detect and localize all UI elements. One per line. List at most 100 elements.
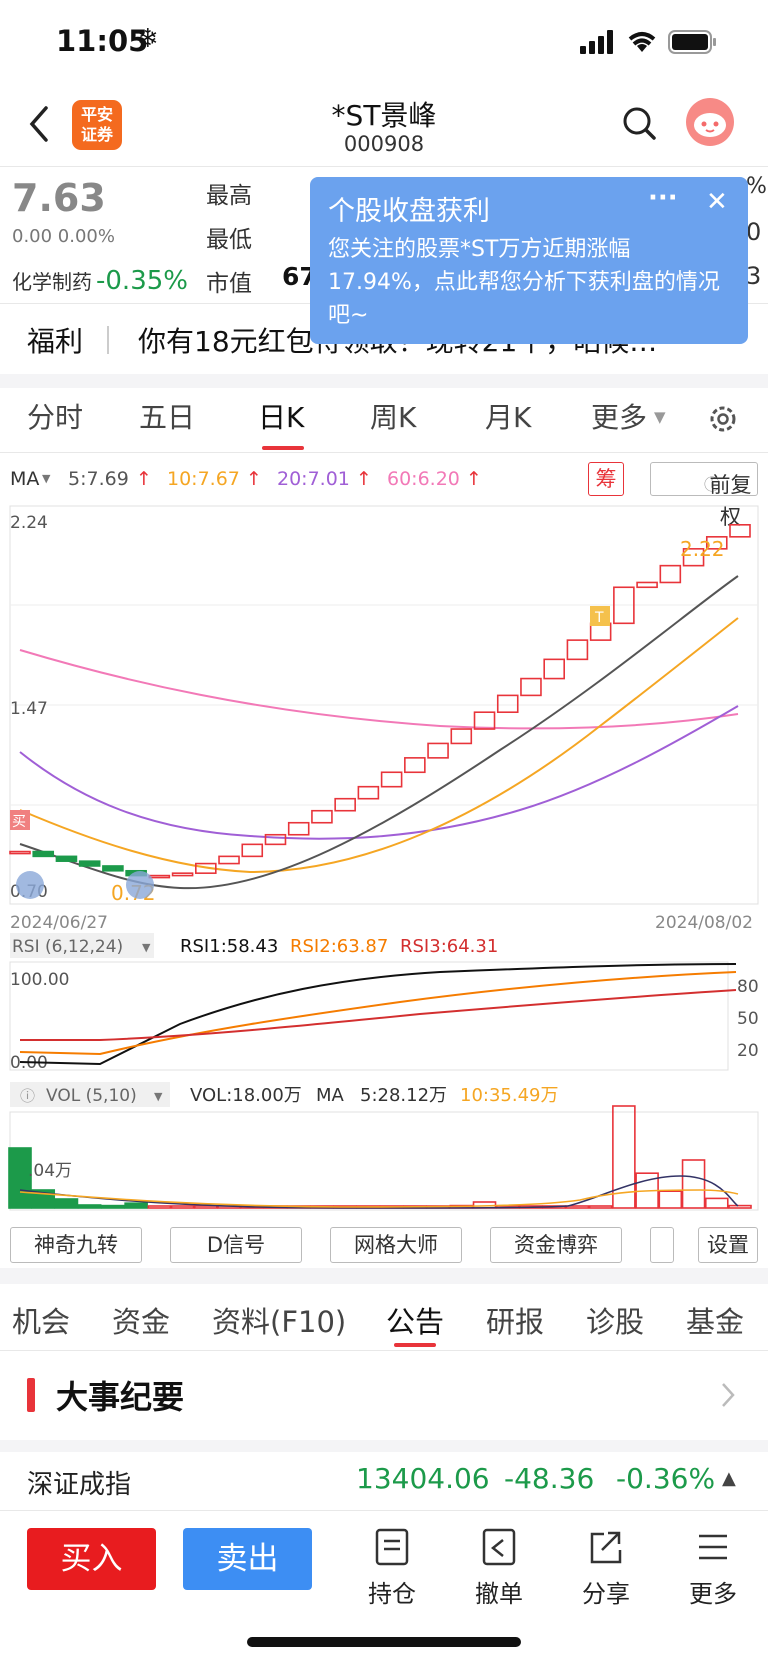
section-gap-2: [0, 1268, 768, 1284]
adjust-button[interactable]: ⓘ 前复权: [650, 462, 758, 529]
gear-icon[interactable]: [706, 402, 740, 436]
indicator-nine-turn[interactable]: 神奇九转: [10, 1227, 142, 1263]
tab-opportunity[interactable]: 机会: [12, 1305, 71, 1339]
date-end: 2024/08/02: [655, 913, 753, 933]
rsi-frame: [9, 961, 729, 1071]
candle: [357, 785, 380, 800]
popup-more-button[interactable]: ···: [648, 183, 678, 213]
undo-icon: [482, 1528, 516, 1566]
tab-more[interactable]: 更多: [591, 401, 648, 434]
share-label: 分享: [582, 1580, 630, 1608]
volume-bar: [101, 1204, 125, 1209]
index-pct: -0.36%: [616, 1462, 716, 1495]
menu-icon: [699, 1534, 727, 1560]
industry-change[interactable]: 化学制药 -0.35%: [12, 266, 188, 296]
candle: [520, 677, 542, 697]
expand-up-icon[interactable]: ▲: [722, 1468, 736, 1489]
tab-five-day[interactable]: 五日: [139, 401, 196, 434]
popup-body: 您关注的股票*ST万方近期涨幅17.94%，点此帮您分析下获利盘的情况吧~: [328, 237, 720, 328]
ma-caret-icon[interactable]: ▼: [42, 472, 51, 485]
rsi-label-bg[interactable]: [10, 933, 154, 958]
info-icon: ⓘ: [704, 475, 721, 494]
indicator-fund-game[interactable]: 资金博弈: [490, 1227, 622, 1263]
indicator-row: 神奇九转 D信号 网格大师 资金博弈 设置: [0, 1227, 768, 1267]
action-bar: 买入 卖出 持仓 撤单 分享 更多: [0, 1510, 768, 1662]
tab-intraday[interactable]: 分时: [27, 401, 84, 434]
tab-weekly-k[interactable]: 周K: [370, 401, 417, 434]
info-tabs-divider: [0, 1350, 768, 1351]
buy-button[interactable]: 买入: [27, 1528, 156, 1590]
candle: [148, 874, 171, 879]
more-button[interactable]: 更多: [673, 1528, 753, 1609]
vol-ma10-line: [19, 1189, 739, 1208]
status-bar: 11:05 ❄: [0, 0, 768, 88]
vol-caret-icon: ▼: [154, 1090, 163, 1103]
industry-label: 化学制药: [12, 270, 92, 294]
vol-label-bg[interactable]: [10, 1082, 170, 1107]
high-annotation: 2.22: [680, 537, 725, 561]
volume-bar: [124, 1202, 148, 1209]
chip-button[interactable]: 筹: [588, 462, 624, 496]
vol-frame: [9, 1111, 759, 1211]
rsi1-line: [19, 963, 737, 1066]
candle: [729, 524, 751, 538]
candle: [55, 855, 78, 862]
candle: [613, 586, 635, 625]
profit-popup[interactable]: 个股收盘获利 ··· ✕ 您关注的股票*ST万方近期涨幅17.94%，点此帮您分…: [310, 177, 748, 344]
rsi3-value: RSI3:64.31: [400, 936, 498, 957]
tab-diagnosis[interactable]: 诊股: [586, 1305, 645, 1339]
ma-label: MA: [10, 468, 40, 490]
rsi-level-50: 50: [737, 1009, 759, 1029]
search-icon[interactable]: [620, 104, 660, 144]
marker-icon[interactable]: [126, 871, 154, 899]
volume-bar: [170, 1205, 195, 1209]
volume-bar: [658, 1190, 683, 1209]
rsi3-line: [20, 989, 737, 1041]
volume-bar: [565, 1205, 590, 1209]
tab-announcements[interactable]: 公告: [386, 1305, 445, 1339]
chevron-right-icon: [722, 1383, 735, 1407]
tab-fund[interactable]: 基金: [686, 1305, 745, 1339]
status-time: 11:05: [56, 24, 149, 58]
date-start: 2024/06/27: [10, 913, 108, 933]
tab-funds[interactable]: 资金: [112, 1305, 171, 1339]
wifi-icon: [628, 32, 656, 52]
assistant-avatar-icon[interactable]: [686, 98, 734, 146]
rsi-level-20: 20: [737, 1041, 759, 1061]
candle: [705, 536, 728, 550]
indicator-partial[interactable]: [650, 1227, 674, 1263]
popup-close-button[interactable]: ✕: [706, 187, 728, 217]
cancel-order-button[interactable]: 撤单: [459, 1528, 539, 1609]
candle: [682, 548, 705, 567]
share-button[interactable]: 分享: [566, 1528, 646, 1609]
tab-monthly-k[interactable]: 月K: [485, 401, 532, 434]
candle: [404, 757, 426, 774]
kline-chart[interactable]: 2.24 1.47 0.70 买 T 0.72 2.22 2024/06/27 …: [0, 500, 768, 1220]
rsi-label: RSI (6,12,24): [12, 937, 123, 957]
tab-daily-k[interactable]: 日K: [258, 401, 305, 434]
ma20-line: [19, 705, 739, 840]
stock-code: 000908: [343, 132, 425, 156]
rsi2-value: RSI2:63.87: [290, 936, 388, 957]
index-ticker[interactable]: 深证成指 13404.06 -48.36 -0.36% ▲: [0, 1452, 768, 1510]
tab-research[interactable]: 研报: [486, 1305, 545, 1339]
back-button[interactable]: [24, 104, 54, 144]
document-icon: [375, 1528, 409, 1566]
vol-value: VOL:18.00万: [190, 1085, 302, 1106]
indicator-d-signal[interactable]: D信号: [170, 1227, 302, 1263]
indicator-grid-master[interactable]: 网格大师: [330, 1227, 462, 1263]
t-tag: T: [594, 610, 604, 626]
sell-button[interactable]: 卖出: [183, 1528, 312, 1590]
play-icon[interactable]: [16, 871, 44, 899]
stock-name: *ST景峰: [331, 99, 437, 132]
indicator-settings[interactable]: 设置: [698, 1227, 758, 1263]
events-section[interactable]: 大事纪要: [0, 1352, 768, 1452]
info-tabs: 机会 资金 资料(F10) 公告 研报 诊股 基金: [0, 1285, 768, 1351]
quote-partial-2: 0: [746, 218, 762, 246]
vol-ma5-line: [19, 1175, 739, 1209]
kline-ymax: 2.24: [10, 513, 48, 533]
tab-profile[interactable]: 资料(F10): [212, 1305, 347, 1339]
events-title: 大事纪要: [56, 1378, 185, 1416]
hold-button[interactable]: 持仓: [352, 1528, 432, 1609]
more-label: 更多: [689, 1580, 737, 1608]
